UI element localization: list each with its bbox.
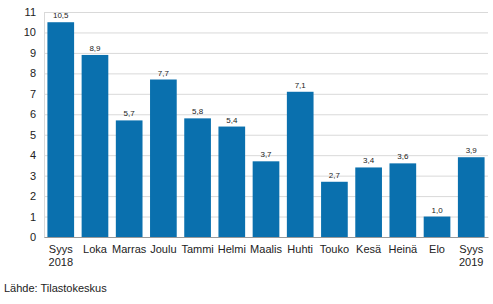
x-tick-label-line: 2019 [459,256,483,268]
x-tick: Touko [320,237,349,255]
x-tick: Elo [429,237,445,255]
data-label: 2,7 [329,171,341,180]
bar [287,92,314,237]
x-tick-label: Huhti [287,243,313,255]
data-label: 8,9 [89,44,101,53]
x-tick-label: Helmi [218,243,246,255]
bar [82,55,109,237]
bar [116,120,143,237]
x-tick: Helmi [218,237,246,255]
bar [218,127,245,237]
y-tick-label: 9 [30,47,36,59]
data-label: 5,4 [226,116,238,125]
y-tick-label: 6 [30,108,36,120]
bar [389,163,416,237]
bar [424,217,451,237]
x-tick: Marras [112,237,147,255]
y-axis: 0 1 2 3 4 5 6 7 8 9 10 11 [24,6,488,243]
bar [47,22,74,237]
plot: 0 1 2 3 4 5 6 7 8 9 10 11 10,5 8,9 5,7 7,7 5,8 5,4 3,7 7,1 2… [24,6,489,268]
bar [253,161,280,237]
x-tick-label: Syys2018 [49,243,74,268]
grid-line [44,135,488,136]
grid-line [44,12,488,13]
x-tick-label: Loka [83,243,108,255]
x-tick-label: Tammi [181,243,213,255]
x-axis-line [45,237,489,238]
chart: 0 1 2 3 4 5 6 7 8 9 10 11 10,5 8,9 5,7 7,7 5,8 5,4 3,7 7,1 2… [0,0,493,304]
data-label: 3,7 [260,150,272,159]
data-label: 1,0 [431,206,443,215]
y-tick-label: 7 [30,88,36,100]
x-tick-label: Touko [320,243,349,255]
grid-line [44,73,488,74]
grid-line [44,237,488,238]
grid-line [44,53,488,54]
y-tick: 11 [25,6,488,18]
data-label: 5,7 [124,109,136,118]
y-tick-label: 3 [30,170,36,182]
data-labels: 10,5 8,9 5,7 7,7 5,8 5,4 3,7 7,1 2,7 3,4 3,6 1,0 3,9 [53,11,477,214]
x-tick-label: Elo [429,243,445,255]
data-label: 3,9 [466,146,478,155]
y-tick-label: 11 [25,6,36,18]
bar [150,80,177,238]
x-tick: Huhti [287,237,313,255]
y-tick-label: 0 [30,231,36,243]
annotation: Lähde: Tilastokeskus [4,282,107,294]
grid-line [44,114,488,115]
x-tick-label: Maalis [250,243,282,255]
y-tick-label: 8 [30,67,36,79]
y-axis-line [45,13,489,238]
data-label: 5,8 [192,107,204,116]
x-tick: Tammi [181,237,213,255]
data-label: 3,6 [397,152,409,161]
bar [184,118,211,237]
data-label: 3,4 [363,156,375,165]
x-tick-label-line: 2018 [49,256,73,268]
x-axis: Syys2018LokaMarrasJouluTammiHelmiMaalisH… [45,237,489,268]
x-tick: Heinä [388,237,418,255]
x-tick-label: Kesä [356,243,382,255]
bar [458,157,485,237]
y-tick-label: 10 [24,26,36,38]
x-tick: Maalis [250,237,282,255]
data-label: 10,5 [53,11,69,20]
bar [321,182,348,237]
x-tick: Loka [83,237,108,255]
grid-line [44,32,488,33]
x-tick-label: Marras [112,243,147,255]
x-tick: Joulu [150,237,176,255]
x-tick-label: Syys2019 [459,243,484,268]
bars [47,22,484,237]
x-tick-label: Heinä [388,243,418,255]
data-label: 7,7 [158,69,170,78]
x-tick-label: Joulu [150,243,176,255]
x-tick: Kesä [356,237,382,255]
y-tick: 10 [24,26,488,38]
y-tick-label: 2 [30,190,36,202]
data-label: 7,1 [295,81,307,90]
y-tick-label: 5 [30,129,36,141]
y-tick-label: 1 [30,211,36,223]
bar [355,167,382,237]
grid-line [44,94,488,95]
x-tick: Syys2018 [49,237,74,268]
x-tick-label-line: Syys [49,243,73,255]
y-tick-label: 4 [30,149,36,161]
x-tick-label-line: Syys [459,243,483,255]
x-tick: Syys2019 [459,237,484,268]
